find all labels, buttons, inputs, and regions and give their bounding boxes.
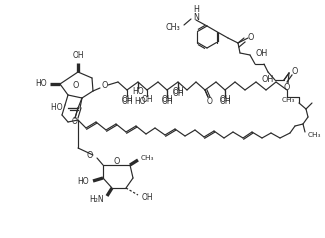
Text: O: O bbox=[102, 81, 108, 90]
Text: CH₃: CH₃ bbox=[281, 97, 295, 103]
Text: OH: OH bbox=[172, 88, 184, 96]
Text: HO: HO bbox=[134, 96, 146, 105]
Text: O: O bbox=[87, 150, 93, 159]
Text: HO: HO bbox=[132, 88, 144, 96]
Text: CH₃: CH₃ bbox=[141, 155, 154, 161]
Text: OH: OH bbox=[219, 95, 231, 104]
Text: OH: OH bbox=[161, 95, 173, 104]
Text: O: O bbox=[284, 83, 290, 91]
Text: OH: OH bbox=[172, 89, 184, 98]
Text: HO: HO bbox=[77, 177, 89, 185]
Text: O: O bbox=[114, 158, 120, 167]
Text: OH: OH bbox=[262, 75, 274, 84]
Text: OH: OH bbox=[219, 96, 231, 105]
Text: OH: OH bbox=[255, 50, 267, 59]
Text: OH: OH bbox=[142, 193, 154, 202]
Text: OH: OH bbox=[161, 96, 173, 105]
Text: O: O bbox=[248, 33, 254, 41]
Text: O: O bbox=[207, 98, 213, 106]
Text: O: O bbox=[72, 118, 78, 127]
Text: HO⁠: HO⁠ bbox=[51, 104, 63, 113]
Text: CH₃: CH₃ bbox=[308, 132, 321, 138]
Text: HO: HO bbox=[35, 79, 47, 89]
Text: H₂N: H₂N bbox=[89, 195, 104, 204]
Text: OH: OH bbox=[72, 51, 84, 60]
Text: H: H bbox=[193, 5, 199, 15]
Text: OH: OH bbox=[121, 96, 133, 105]
Text: OH: OH bbox=[121, 95, 133, 104]
Text: O: O bbox=[73, 81, 79, 90]
Text: N: N bbox=[193, 13, 199, 21]
Text: O: O bbox=[292, 66, 298, 75]
Text: CH₃: CH₃ bbox=[165, 23, 180, 31]
Text: OH: OH bbox=[141, 95, 153, 104]
